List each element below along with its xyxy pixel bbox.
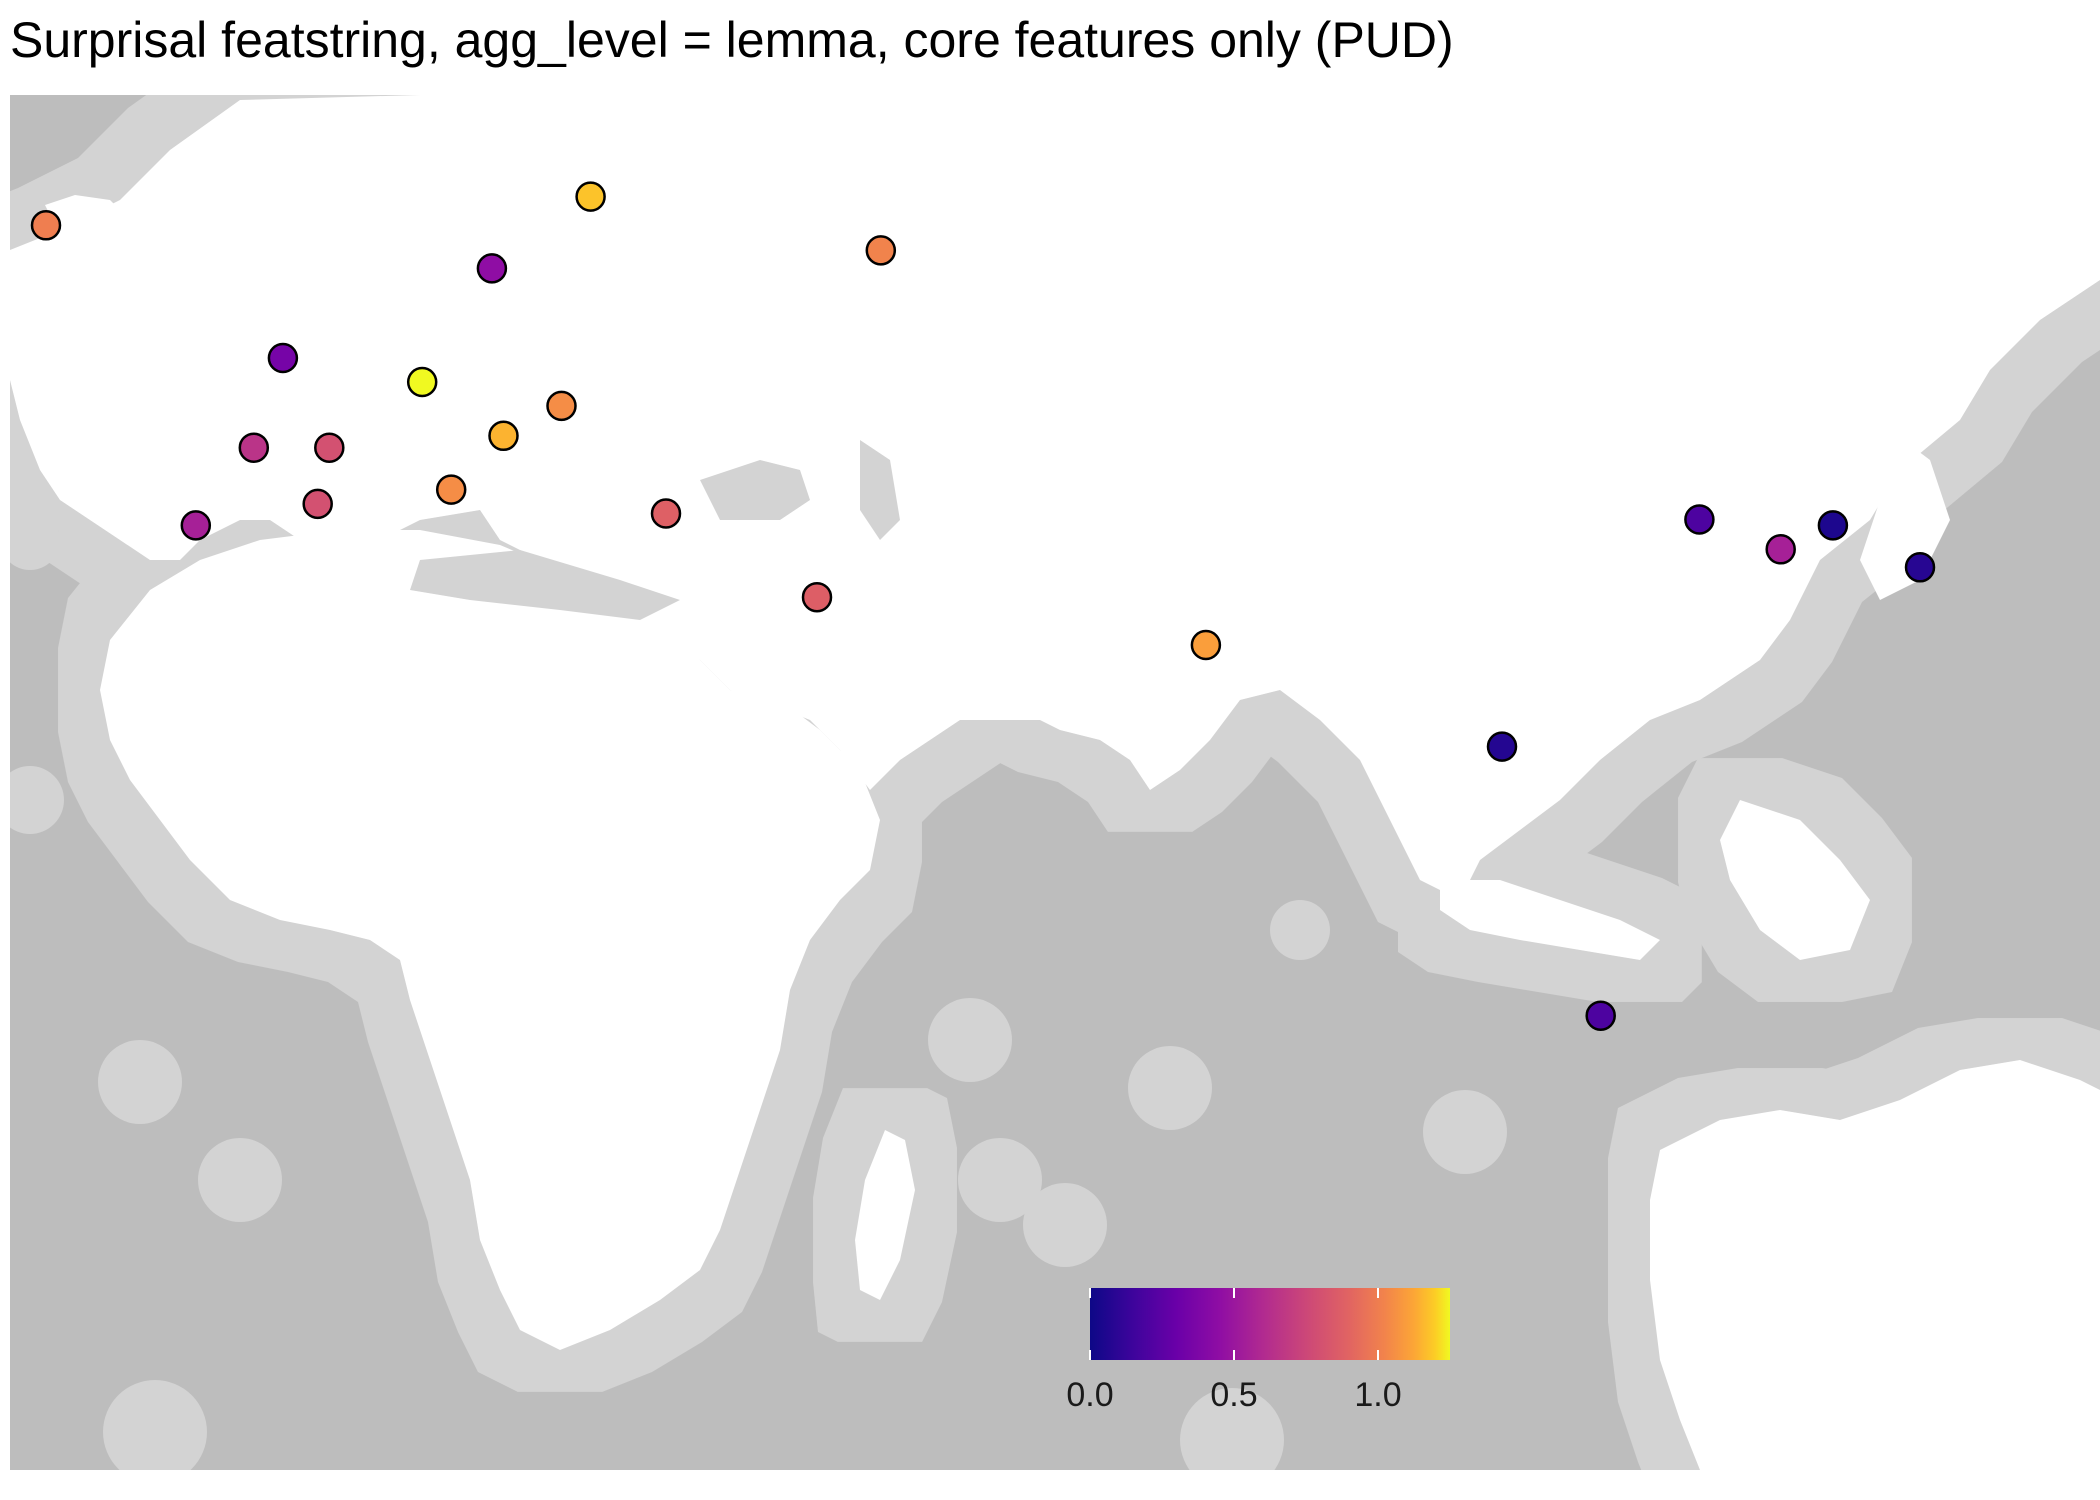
- map-points: [30, 181, 1936, 1031]
- colorbar-tick-label: 0.0: [1066, 1376, 1113, 1414]
- colorbar-tick-label: 0.5: [1210, 1376, 1257, 1414]
- map-point: [180, 510, 212, 541]
- map-point: [267, 342, 299, 374]
- map-point: [1190, 629, 1222, 661]
- map-point: [575, 181, 606, 212]
- map-point: [1486, 731, 1518, 762]
- map-point: [546, 390, 577, 422]
- map-point: [302, 488, 333, 520]
- map-point: [1684, 504, 1715, 535]
- map-point: [1817, 510, 1849, 541]
- inland-seas: [410, 440, 900, 620]
- colorbar-legend: 0.0 0.5 1.0: [1066, 1288, 1450, 1414]
- map-point: [406, 366, 438, 398]
- map-point: [1585, 1000, 1616, 1031]
- map-point: [238, 432, 270, 463]
- map-point: [1904, 552, 1936, 583]
- map-point: [801, 581, 833, 613]
- map-point: [488, 420, 519, 452]
- colorbar: [1090, 1288, 1450, 1360]
- map-point: [314, 432, 345, 463]
- map-point: [865, 235, 897, 266]
- map-point: [650, 498, 682, 529]
- map-point: [30, 210, 62, 241]
- map-point: [476, 253, 508, 284]
- map-point: [1765, 534, 1796, 565]
- map-point: [435, 474, 467, 505]
- colorbar-tick-label: 1.0: [1354, 1376, 1401, 1414]
- map-title: Surprisal featstring, agg_level = lemma,…: [10, 12, 1454, 68]
